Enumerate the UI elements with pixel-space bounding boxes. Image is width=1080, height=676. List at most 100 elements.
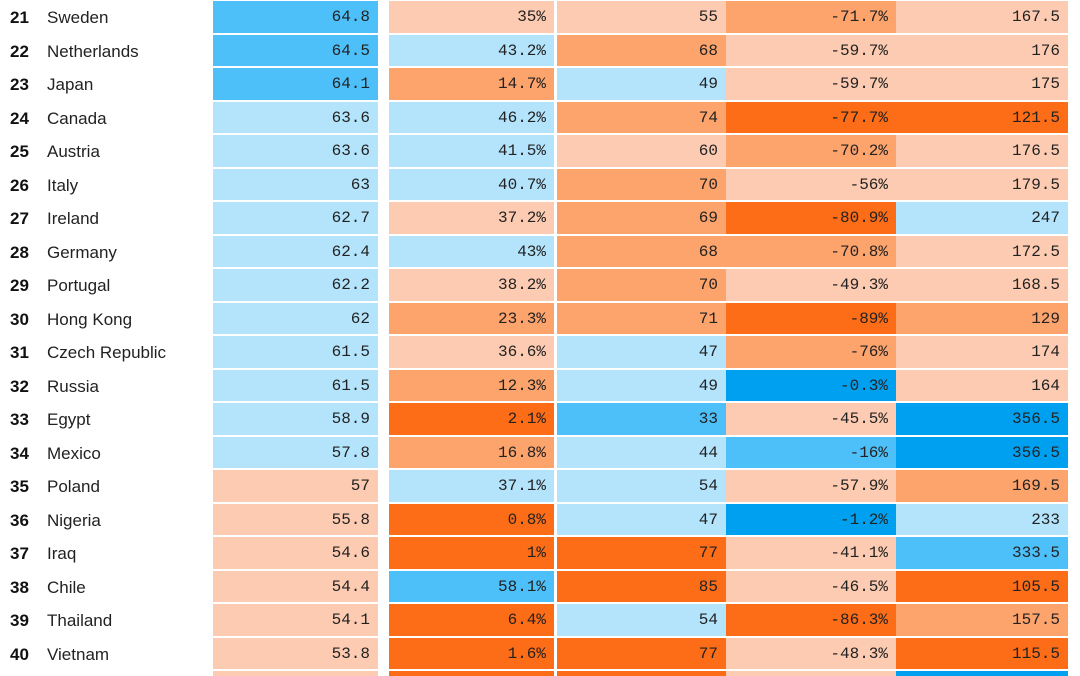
value-cell: 105.5 — [896, 570, 1068, 603]
percent-cell: 36.6% — [389, 336, 554, 369]
table-row: 26 Italy 63 40.7% 70 -56% 179.5 — [0, 168, 1080, 203]
percent-cell: 38.2% — [389, 269, 554, 302]
table-row: 34 Mexico 57.8 16.8% 44 -16% 356.5 — [0, 436, 1080, 471]
count-cell: 33 — [557, 403, 726, 436]
value-cell: 179.5 — [896, 168, 1068, 201]
score-cell: 54.1 — [213, 604, 378, 637]
change-cell: -0.3% — [726, 369, 896, 402]
score-cell: 64.1 — [213, 68, 378, 101]
rank-number: 36 — [10, 510, 29, 530]
next-row-strip — [213, 671, 378, 676]
table-row: 40 Vietnam 53.8 1.6% 77 -48.3% 115.5 — [0, 637, 1080, 672]
next-row-strip — [389, 671, 554, 676]
rank-number: 28 — [10, 242, 29, 262]
value-cell: 176.5 — [896, 135, 1068, 168]
value-cell: 157.5 — [896, 604, 1068, 637]
country-name: Iraq — [47, 544, 77, 563]
table-row: 22 Netherlands 64.5 43.2% 68 -59.7% 176 — [0, 34, 1080, 69]
change-cell: -41.1% — [726, 537, 896, 570]
table-row: 24 Canada 63.6 46.2% 74 -77.7% 121.5 — [0, 101, 1080, 136]
percent-cell: 12.3% — [389, 369, 554, 402]
percent-cell: 46.2% — [389, 101, 554, 134]
change-cell: -89% — [726, 302, 896, 335]
table-row: 28 Germany 62.4 43% 68 -70.8% 172.5 — [0, 235, 1080, 270]
value-cell: 333.5 — [896, 537, 1068, 570]
rank-number: 25 — [10, 142, 29, 161]
change-cell: -59.7% — [726, 34, 896, 67]
country-name: Austria — [47, 142, 100, 161]
rank-number: 26 — [10, 175, 29, 195]
table-row: 33 Egypt 58.9 2.1% 33 -45.5% 356.5 — [0, 403, 1080, 437]
country-name: Portugal — [47, 276, 111, 295]
percent-cell: 37.2% — [389, 202, 554, 235]
count-cell: 49 — [557, 369, 726, 402]
country-name: Nigeria — [47, 510, 101, 530]
country-name: Russia — [47, 376, 99, 396]
score-cell: 62.7 — [213, 202, 378, 235]
change-cell: -77.7% — [726, 101, 896, 134]
rank-number: 23 — [10, 75, 29, 94]
country-name: Poland — [47, 477, 100, 496]
score-cell: 61.5 — [213, 369, 378, 402]
change-cell: -46.5% — [726, 570, 896, 603]
score-cell: 58.9 — [213, 403, 378, 436]
country-name: Hong Kong — [47, 309, 133, 329]
next-row-strip — [896, 671, 1068, 676]
score-cell: 61.5 — [213, 336, 378, 369]
rank-number: 34 — [10, 443, 29, 463]
country-name: Germany — [47, 242, 117, 262]
percent-cell: 41.5% — [389, 135, 554, 168]
score-cell: 54.4 — [213, 570, 378, 603]
score-cell: 57.8 — [213, 436, 378, 469]
count-cell: 47 — [557, 503, 726, 536]
score-cell: 63.6 — [213, 101, 378, 134]
table-row: 30 Hong Kong 62 23.3% 71 -89% 129 — [0, 302, 1080, 337]
percent-cell: 2.1% — [389, 403, 554, 436]
percent-cell: 23.3% — [389, 302, 554, 335]
rank-number: 32 — [10, 376, 29, 396]
percent-cell: 1.6% — [389, 637, 554, 670]
rank-number: 27 — [10, 209, 29, 228]
value-cell: 129 — [896, 302, 1068, 335]
table-row: 25 Austria 63.6 41.5% 60 -70.2% 176.5 — [0, 135, 1080, 169]
country-name: Chile — [47, 577, 86, 597]
value-cell: 174 — [896, 336, 1068, 369]
table-row: 32 Russia 61.5 12.3% 49 -0.3% 164 — [0, 369, 1080, 404]
value-cell: 169.5 — [896, 470, 1068, 503]
score-cell: 62 — [213, 302, 378, 335]
percent-cell: 40.7% — [389, 168, 554, 201]
table-row: 27 Ireland 62.7 37.2% 69 -80.9% 247 — [0, 202, 1080, 236]
value-cell: 356.5 — [896, 403, 1068, 436]
value-cell: 168.5 — [896, 269, 1068, 302]
rank-number: 31 — [10, 343, 29, 362]
percent-cell: 58.1% — [389, 570, 554, 603]
count-cell: 70 — [557, 168, 726, 201]
score-cell: 54.6 — [213, 537, 378, 570]
value-cell: 247 — [896, 202, 1068, 235]
change-cell: -86.3% — [726, 604, 896, 637]
score-cell: 57 — [213, 470, 378, 503]
change-cell: -16% — [726, 436, 896, 469]
count-cell: 60 — [557, 135, 726, 168]
country-name: Ireland — [47, 209, 99, 228]
count-cell: 85 — [557, 570, 726, 603]
table-row: 23 Japan 64.1 14.7% 49 -59.7% 175 — [0, 68, 1080, 102]
next-row-strip — [557, 671, 726, 676]
change-cell: -76% — [726, 336, 896, 369]
table-row: 29 Portugal 62.2 38.2% 70 -49.3% 168.5 — [0, 269, 1080, 303]
score-cell: 53.8 — [213, 637, 378, 670]
rank-number: 21 — [10, 8, 29, 27]
country-name: Egypt — [47, 410, 91, 429]
value-cell: 167.5 — [896, 1, 1068, 34]
value-cell: 164 — [896, 369, 1068, 402]
rank-number: 40 — [10, 644, 29, 664]
count-cell: 54 — [557, 470, 726, 503]
rank-number: 22 — [10, 41, 29, 61]
change-cell: -1.2% — [726, 503, 896, 536]
rank-number: 24 — [10, 108, 29, 128]
score-cell: 63.6 — [213, 135, 378, 168]
country-name: Czech Republic — [47, 343, 167, 362]
value-cell: 176 — [896, 34, 1068, 67]
value-cell: 115.5 — [896, 637, 1068, 670]
